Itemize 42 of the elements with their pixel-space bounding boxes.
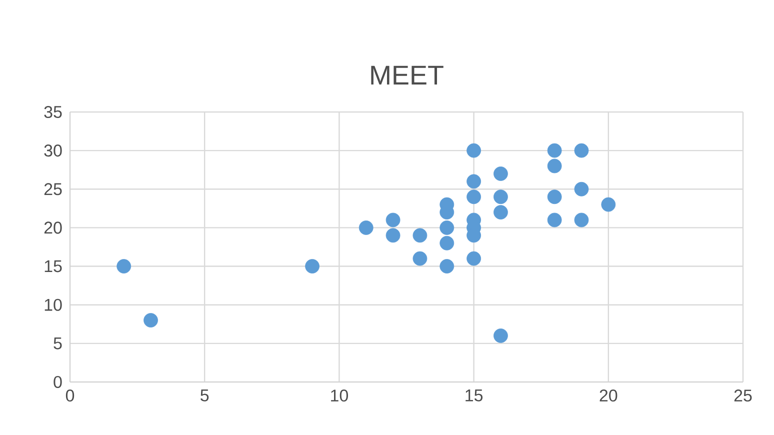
point	[494, 190, 508, 204]
x-tick-label: 20	[600, 390, 618, 402]
x-tick-label: 25	[734, 390, 752, 402]
x-tick-label: 5	[200, 390, 209, 402]
point	[547, 158, 562, 174]
point	[574, 182, 589, 196]
point	[494, 328, 508, 343]
point	[386, 228, 400, 243]
point	[144, 313, 158, 328]
point	[547, 212, 562, 228]
point	[547, 190, 562, 204]
y-tick-label: 25	[44, 183, 62, 196]
point	[466, 174, 481, 189]
point	[440, 236, 454, 250]
point	[547, 143, 562, 158]
y-tick-label: 10	[44, 298, 62, 311]
y-tick-label: 35	[44, 106, 62, 118]
y-tick-label: 15	[44, 260, 62, 272]
point	[601, 197, 616, 212]
y-tick-label: 30	[44, 144, 62, 157]
point	[494, 166, 508, 181]
point	[574, 143, 589, 158]
point	[574, 212, 589, 228]
point	[466, 190, 481, 204]
y-tick-label: 5	[54, 337, 62, 350]
x-tick-label: 15	[466, 390, 483, 402]
point	[466, 251, 481, 266]
point	[440, 259, 454, 274]
point	[305, 259, 320, 274]
point	[494, 205, 508, 220]
point	[466, 143, 481, 158]
point	[412, 251, 428, 266]
x-tick-label: 0	[66, 390, 74, 402]
x-tick-label: 10	[331, 390, 348, 402]
point	[386, 212, 400, 228]
point	[358, 220, 374, 235]
point	[412, 228, 428, 243]
y-tick-label: 0	[54, 376, 62, 388]
y-tick-label: 20	[44, 222, 62, 234]
chart-title: MEET	[371, 66, 444, 84]
point	[440, 220, 454, 235]
point	[116, 259, 132, 274]
